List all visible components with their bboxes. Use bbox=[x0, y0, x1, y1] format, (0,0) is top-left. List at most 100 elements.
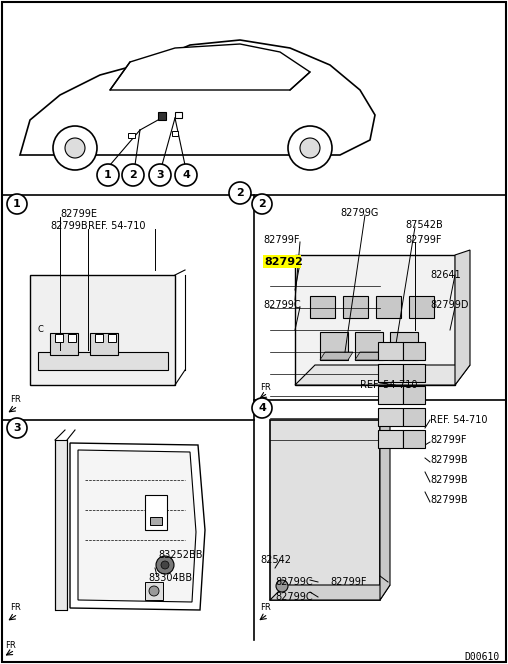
Bar bbox=[90, 333, 118, 355]
Text: 1: 1 bbox=[13, 199, 21, 209]
Text: 82799C: 82799C bbox=[275, 592, 312, 602]
Text: 82799F: 82799F bbox=[330, 577, 366, 587]
Text: FR: FR bbox=[260, 384, 271, 392]
Bar bbox=[158, 112, 166, 120]
Text: 82799B: 82799B bbox=[430, 455, 468, 465]
Bar bbox=[310, 296, 335, 318]
Bar bbox=[378, 364, 403, 382]
Text: 2: 2 bbox=[129, 170, 137, 180]
Text: 82799C: 82799C bbox=[275, 577, 312, 587]
Polygon shape bbox=[270, 585, 390, 600]
Bar bbox=[263, 255, 301, 268]
Bar bbox=[390, 332, 418, 360]
Bar bbox=[378, 430, 403, 448]
Circle shape bbox=[7, 194, 27, 214]
Polygon shape bbox=[320, 352, 353, 360]
Circle shape bbox=[97, 164, 119, 186]
Bar bbox=[270, 420, 380, 600]
Bar bbox=[378, 408, 403, 426]
Text: 82799B: 82799B bbox=[430, 495, 468, 505]
Bar bbox=[403, 342, 425, 360]
Text: FR: FR bbox=[10, 604, 21, 612]
Polygon shape bbox=[20, 40, 375, 155]
Bar bbox=[378, 342, 403, 360]
Circle shape bbox=[252, 398, 272, 418]
Polygon shape bbox=[355, 352, 388, 360]
Text: 1: 1 bbox=[104, 170, 112, 180]
Text: 82799F: 82799F bbox=[405, 235, 441, 245]
Circle shape bbox=[65, 138, 85, 158]
Bar bbox=[403, 408, 425, 426]
Bar bbox=[150, 517, 162, 525]
Circle shape bbox=[229, 182, 251, 204]
Bar bbox=[409, 296, 434, 318]
Circle shape bbox=[175, 164, 197, 186]
Text: FR: FR bbox=[10, 396, 21, 404]
Bar bbox=[403, 430, 425, 448]
Text: 82799B: 82799B bbox=[50, 221, 87, 231]
Bar bbox=[108, 334, 116, 342]
Bar bbox=[355, 332, 383, 360]
Text: 82641: 82641 bbox=[430, 270, 461, 280]
Polygon shape bbox=[70, 443, 205, 610]
Circle shape bbox=[122, 164, 144, 186]
Text: REF. 54-710: REF. 54-710 bbox=[430, 415, 488, 425]
Bar bbox=[175, 112, 182, 118]
Bar bbox=[403, 386, 425, 404]
Text: 82799C: 82799C bbox=[263, 300, 301, 310]
Text: 82799B: 82799B bbox=[430, 475, 468, 485]
Text: 82799F: 82799F bbox=[430, 435, 466, 445]
Bar bbox=[38, 352, 168, 370]
Text: 82799E: 82799E bbox=[60, 209, 97, 219]
Polygon shape bbox=[78, 450, 196, 602]
Bar bbox=[172, 131, 178, 136]
Text: 3: 3 bbox=[13, 423, 21, 433]
Text: 82792: 82792 bbox=[264, 257, 303, 267]
Bar bbox=[376, 296, 401, 318]
Circle shape bbox=[276, 580, 288, 592]
Text: REF. 54-710: REF. 54-710 bbox=[360, 380, 418, 390]
Circle shape bbox=[7, 418, 27, 438]
Bar bbox=[320, 332, 348, 360]
Bar bbox=[55, 334, 63, 342]
Text: D00610: D00610 bbox=[465, 652, 500, 662]
Text: 82799F: 82799F bbox=[263, 235, 300, 245]
Polygon shape bbox=[390, 352, 423, 360]
Text: 83252BB: 83252BB bbox=[158, 550, 203, 560]
Bar bbox=[30, 275, 175, 385]
Polygon shape bbox=[110, 44, 310, 90]
Circle shape bbox=[53, 126, 97, 170]
Text: 2: 2 bbox=[258, 199, 266, 209]
Bar bbox=[50, 333, 78, 355]
Text: 82799D: 82799D bbox=[430, 300, 468, 310]
Bar bbox=[95, 334, 103, 342]
Bar bbox=[145, 582, 163, 600]
Circle shape bbox=[149, 586, 159, 596]
Polygon shape bbox=[380, 420, 390, 600]
Polygon shape bbox=[295, 365, 470, 385]
Bar bbox=[128, 133, 135, 138]
Bar bbox=[403, 364, 425, 382]
Circle shape bbox=[149, 164, 171, 186]
Text: 82542: 82542 bbox=[260, 555, 291, 565]
Bar bbox=[378, 386, 403, 404]
Polygon shape bbox=[455, 250, 470, 385]
Text: 2: 2 bbox=[236, 188, 244, 198]
Circle shape bbox=[161, 561, 169, 569]
Bar bbox=[55, 440, 67, 610]
Circle shape bbox=[252, 194, 272, 214]
Bar bbox=[145, 495, 167, 530]
Circle shape bbox=[288, 126, 332, 170]
Text: 4: 4 bbox=[258, 403, 266, 413]
Text: 3: 3 bbox=[156, 170, 164, 180]
Circle shape bbox=[156, 556, 174, 574]
Circle shape bbox=[300, 138, 320, 158]
Text: 4: 4 bbox=[182, 170, 190, 180]
Text: 82799G: 82799G bbox=[340, 208, 378, 218]
Text: REF. 54-710: REF. 54-710 bbox=[88, 221, 145, 231]
Bar bbox=[68, 334, 76, 342]
Bar bbox=[295, 255, 455, 385]
Bar bbox=[343, 296, 368, 318]
Text: FR: FR bbox=[260, 604, 271, 612]
Text: 87542B: 87542B bbox=[405, 220, 443, 230]
